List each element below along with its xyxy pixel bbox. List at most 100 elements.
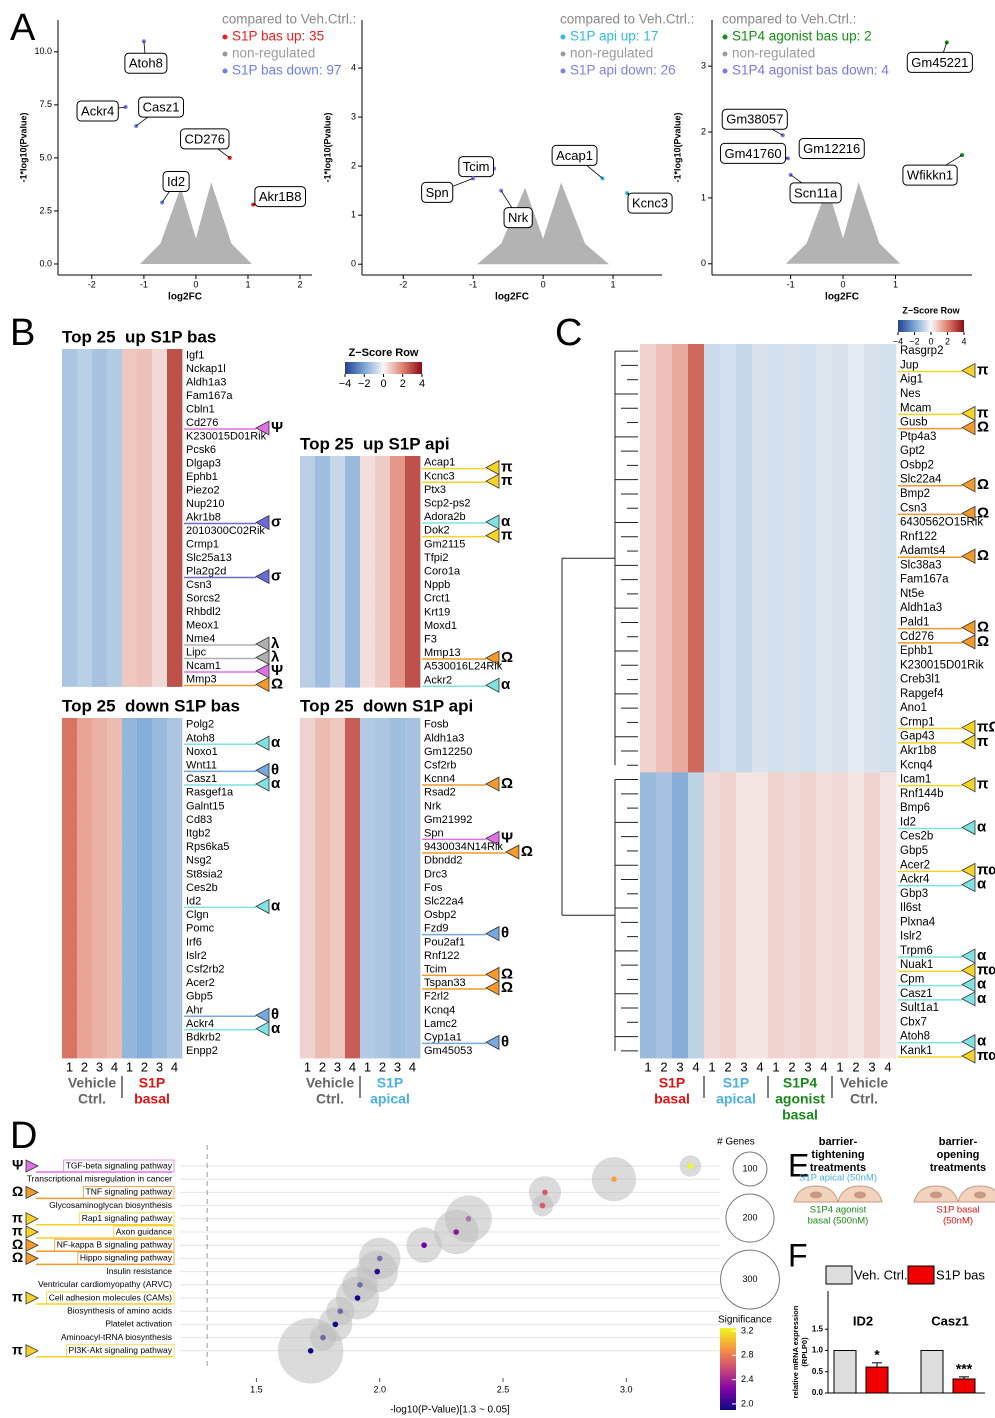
heatmap-cell — [390, 1017, 405, 1031]
heatmap-cell — [345, 936, 360, 950]
heatmap-cell — [848, 1044, 864, 1059]
heatmap-cell — [77, 592, 92, 606]
heatmap-cell — [107, 895, 122, 909]
heatmap-cell — [152, 868, 167, 882]
heatmap-cell — [720, 1015, 736, 1030]
heatmap-cell — [107, 827, 122, 841]
heatmap-cell — [672, 744, 688, 759]
row-label: Rps6ka5 — [186, 841, 229, 853]
heatmap-cell — [784, 1001, 800, 1016]
heatmap-cell — [832, 344, 848, 359]
row-label: Rsad2 — [424, 787, 456, 799]
y-tick-label: 1.0 — [812, 1346, 824, 1355]
heatmap-cell — [137, 471, 152, 485]
heatmap-cell — [375, 674, 390, 688]
heatmap-cell — [720, 1029, 736, 1044]
heatmap-cell — [62, 390, 77, 404]
significance-dot — [611, 1176, 617, 1182]
row-label: Icam1 — [900, 774, 931, 786]
heatmap-cell — [880, 830, 896, 845]
point-label: Gm41760 — [720, 143, 785, 163]
heatmap-cell — [832, 1044, 848, 1059]
heatmap-cell — [800, 815, 816, 830]
marker-triangle — [962, 421, 975, 435]
heatmap-cell — [375, 759, 390, 773]
y-tick-label: 1 — [351, 210, 356, 220]
heatmap-cell — [360, 497, 375, 511]
heatmap-cell — [62, 1004, 77, 1018]
heatmap-cell — [360, 551, 375, 565]
row-label: Creb3l1 — [900, 674, 940, 686]
heatmap-cell — [752, 958, 768, 973]
marker-symbol: α — [271, 897, 281, 914]
heatmap-cell — [768, 487, 784, 502]
row-label: Clgn — [186, 909, 209, 921]
heatmap-cell — [736, 415, 752, 430]
heatmap-cell — [137, 619, 152, 633]
heatmap-cell — [656, 972, 672, 987]
heatmap-cell — [800, 401, 816, 416]
row-label: Ptp4a3 — [900, 431, 936, 443]
heatmap-cell — [672, 958, 688, 973]
heatmap-cell — [688, 630, 704, 645]
heatmap-cell — [405, 538, 420, 552]
heatmap-cell — [656, 344, 672, 359]
marker-triangle — [26, 1252, 38, 1264]
heatmap-cell — [848, 1001, 864, 1016]
marker-triangle — [486, 461, 499, 475]
heatmap-cell — [864, 915, 880, 930]
heatmap-cell — [720, 444, 736, 459]
heatmap-cell — [848, 744, 864, 759]
heatmap-cell — [752, 1044, 768, 1059]
heatmap-cell — [640, 658, 656, 673]
heatmap-cell — [736, 601, 752, 616]
heatmap-cell — [784, 872, 800, 887]
column-label: 3 — [868, 1059, 875, 1074]
heatmap-cell — [152, 759, 167, 773]
heatmap-cell — [390, 1044, 405, 1058]
heatmap-cell — [864, 615, 880, 630]
row-label: Gm21992 — [424, 814, 472, 826]
heatmap-cell — [330, 1031, 345, 1045]
heatmap-cell — [640, 415, 656, 430]
heatmap-cell — [92, 718, 107, 732]
heatmap-cell — [704, 401, 720, 416]
heatmap-cell — [92, 498, 107, 512]
heatmap-cell — [720, 715, 736, 730]
heatmap-cell — [752, 987, 768, 1002]
heatmap-cell — [848, 672, 864, 687]
row-label: Ptx3 — [424, 484, 446, 496]
heatmap-cell — [752, 887, 768, 902]
heatmap-cell — [360, 922, 375, 936]
heatmap-cell — [77, 349, 92, 363]
heatmap-cell — [768, 944, 784, 959]
heatmap-cell — [816, 858, 832, 873]
heatmap-cell — [315, 551, 330, 565]
heatmap-cell — [92, 1017, 107, 1031]
heatmap-cell — [77, 718, 92, 732]
heatmap-cell — [107, 908, 122, 922]
heatmap-cell — [300, 483, 315, 497]
heatmap-cell — [704, 530, 720, 545]
heatmap-cell — [672, 387, 688, 402]
heatmap-cell — [816, 830, 832, 845]
label-text: Casz1 — [143, 100, 180, 115]
non-regulated-cloud — [140, 182, 252, 264]
heatmap-cell — [315, 868, 330, 882]
legend-label: non-regulated — [570, 46, 653, 61]
heatmap-cell — [300, 827, 315, 841]
row-label: Nppb — [424, 579, 450, 591]
heatmap-cell — [864, 558, 880, 573]
heatmap-cell — [345, 1044, 360, 1058]
color-legend-tick-label: 3.2 — [741, 1325, 754, 1335]
heatmap-cell — [152, 646, 167, 660]
heatmap-cell — [816, 801, 832, 816]
legend-label: Veh. Ctrl. — [854, 1267, 907, 1282]
heatmap-cell — [152, 840, 167, 854]
heatmap-cell — [640, 915, 656, 930]
heatmap-cell — [656, 715, 672, 730]
heatmap-cell — [720, 730, 736, 745]
heatmap-cell — [752, 772, 768, 787]
heatmap-cell — [800, 1044, 816, 1059]
heatmap-cell — [152, 579, 167, 593]
